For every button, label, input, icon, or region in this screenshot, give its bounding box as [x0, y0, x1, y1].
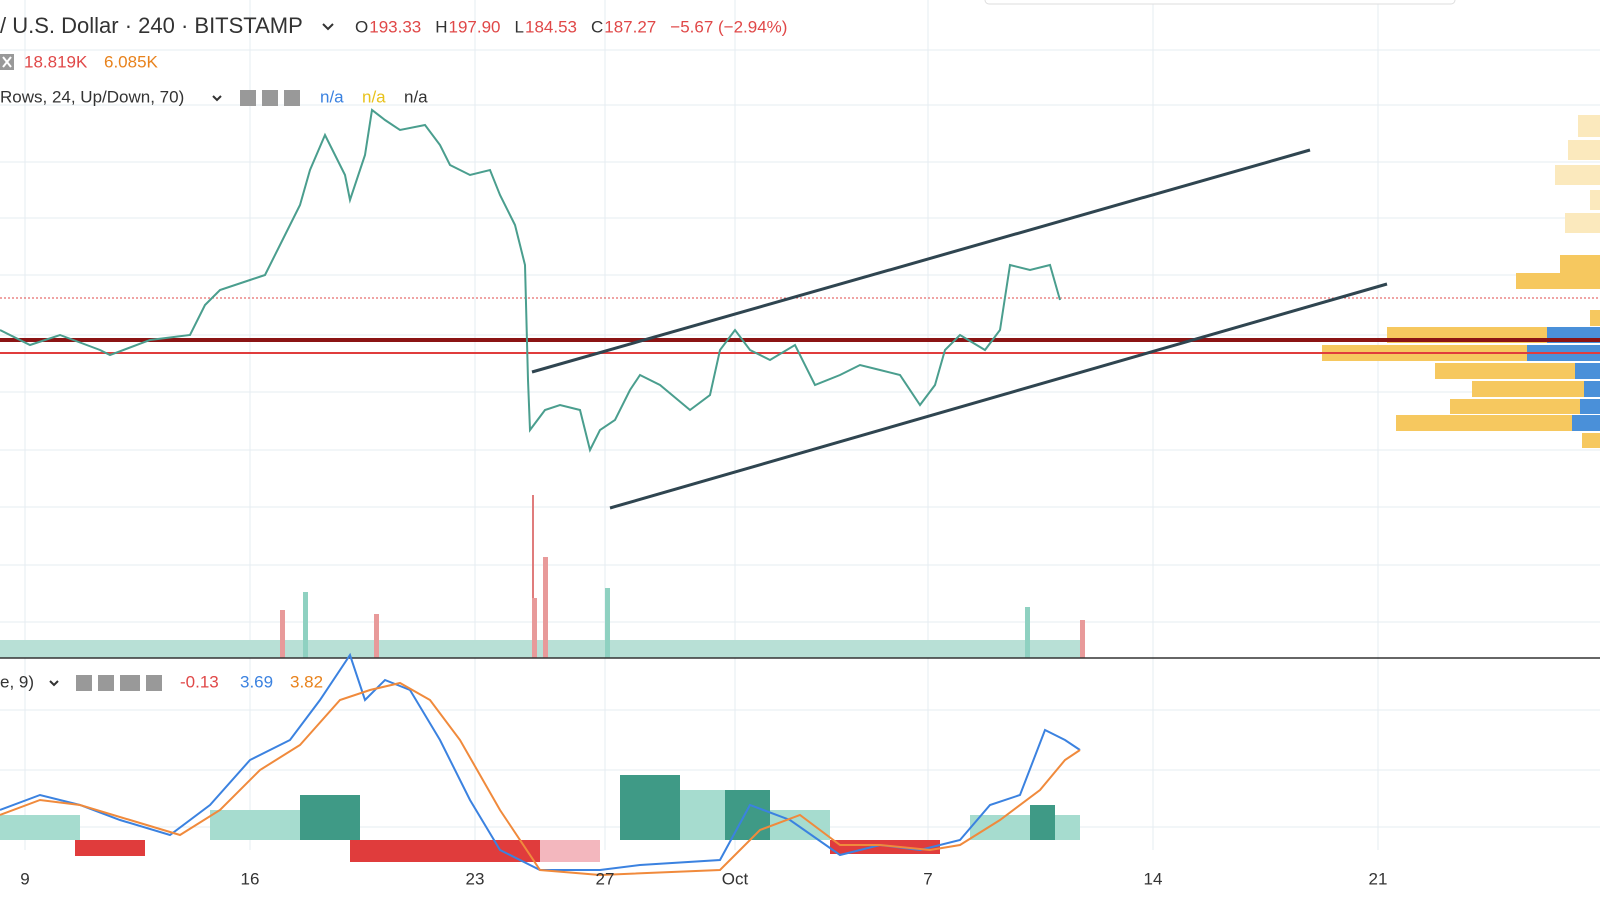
chevron[interactable] — [212, 95, 222, 102]
macd-value: -0.13 — [180, 672, 219, 691]
volume-bars — [0, 557, 1085, 658]
x-tick-label: 7 — [923, 869, 932, 888]
macd-line — [0, 652, 1081, 871]
price-change: −5.67 (−2.94%) — [670, 17, 787, 36]
macd-label: e, 9) — [0, 672, 34, 691]
ohlc-value: 193.33 — [369, 17, 421, 36]
chevron[interactable] — [49, 680, 59, 687]
ohlc-label: H — [435, 17, 447, 36]
ohlc-label: L — [515, 17, 524, 36]
x-tick-label: 16 — [241, 869, 260, 888]
chevron[interactable] — [322, 23, 334, 31]
ohlc-value: 197.90 — [449, 17, 501, 36]
x-tick-label: 23 — [466, 869, 485, 888]
volume-value: 18.819K — [24, 52, 88, 71]
x-tick-label: Oct — [722, 869, 749, 888]
channel-line — [531, 148, 1311, 374]
indicator-icons[interactable] — [240, 90, 300, 106]
macd-value: 3.69 — [240, 672, 273, 691]
macd-value: 3.82 — [290, 672, 323, 691]
x-tick-label: 14 — [1144, 869, 1163, 888]
ohlc-value: 187.27 — [604, 17, 656, 36]
indicator-label: Rows, 24, Up/Down, 70) — [0, 87, 184, 106]
x-tick-label: 9 — [20, 869, 29, 888]
price-path — [0, 108, 1061, 453]
symbol: / U.S. Dollar · 240 · BITSTAMP — [0, 13, 303, 38]
macd-histogram — [0, 775, 1080, 862]
popup-edge — [984, 0, 1456, 5]
x-tick-label: 27 — [596, 869, 615, 888]
ohlc-value: 184.53 — [525, 17, 577, 36]
channel-line — [609, 282, 1388, 510]
signal-line — [0, 681, 1081, 877]
x-tick-label: 21 — [1369, 869, 1388, 888]
ohlc-label: C — [591, 17, 603, 36]
macd-icons[interactable] — [76, 675, 162, 691]
indicator-value: n/a — [362, 87, 386, 106]
indicator-value: n/a — [404, 87, 428, 106]
close-icon-x — [2, 56, 12, 68]
volume-profile — [1322, 115, 1600, 448]
indicator-value: n/a — [320, 87, 344, 106]
ohlc-label: O — [355, 17, 368, 36]
grid — [0, 0, 1600, 850]
volume-ma: 6.085K — [104, 52, 159, 71]
